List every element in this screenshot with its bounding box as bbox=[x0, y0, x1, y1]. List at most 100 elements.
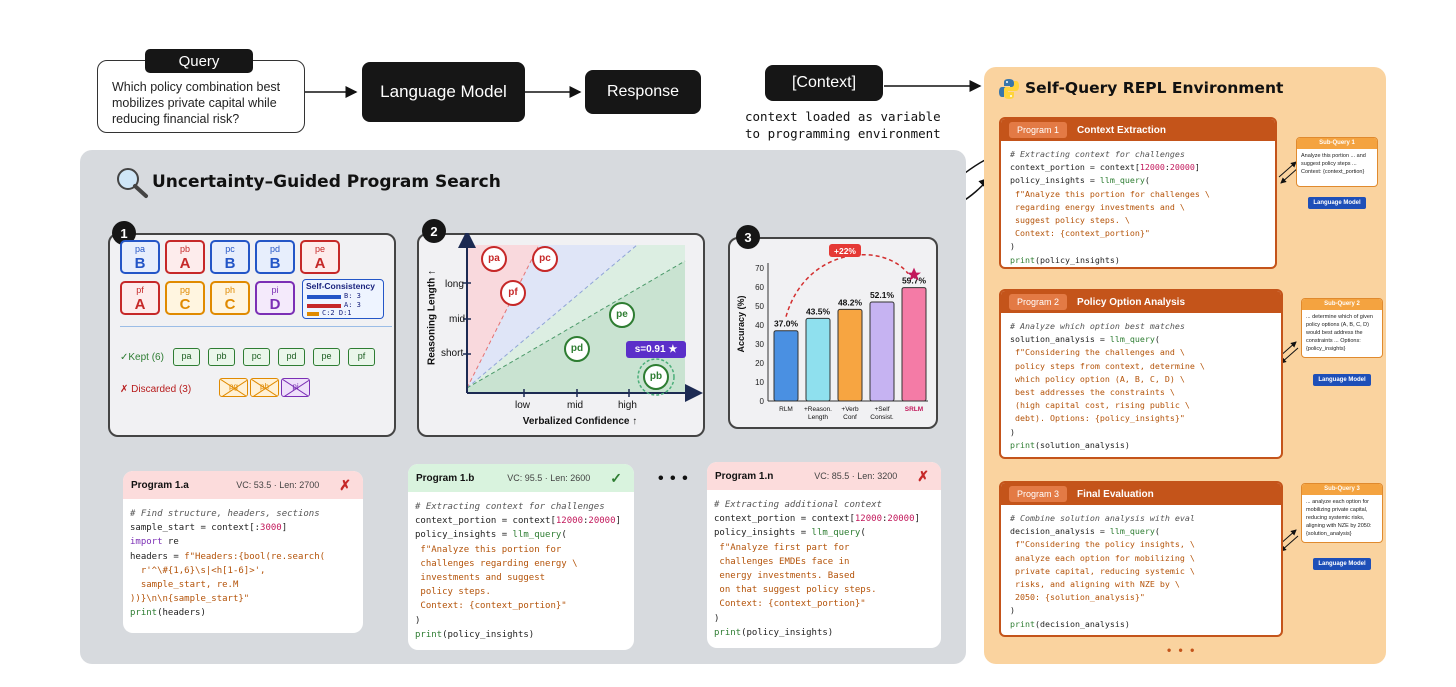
kept-label: ✓Kept (6) bbox=[120, 352, 164, 363]
consistency-bar bbox=[307, 312, 319, 316]
program-card-title: Program 1.a bbox=[131, 479, 189, 491]
repl-program-card: Program 2 Policy Option Analysis # Analyze… bbox=[999, 289, 1283, 459]
program-card: Program 1.n VC: 85.5 · Len: 3200 ✗ # Extrac… bbox=[707, 462, 941, 648]
tile-value: B bbox=[224, 255, 236, 272]
answer-tile: pi D bbox=[255, 281, 295, 315]
program-card: Program 1.b VC: 95.5 · Len: 2600 ✓ # Extrac… bbox=[408, 464, 634, 650]
chart-ylabel: Accuracy (%) bbox=[736, 295, 746, 353]
program-card-meta: VC: 95.5 · Len: 2600 bbox=[507, 473, 591, 483]
answer-tile: pc B bbox=[210, 240, 250, 274]
tile-name: pi bbox=[271, 285, 279, 295]
repl-program-tag: Program 3 bbox=[1009, 486, 1068, 502]
query-label: Query bbox=[145, 49, 253, 73]
chart-bar bbox=[869, 301, 895, 402]
consistency-bar bbox=[307, 303, 341, 308]
consistency-count: B: 3 bbox=[344, 292, 361, 300]
chart-bar bbox=[901, 287, 927, 402]
chart-category-label: +Verb bbox=[841, 406, 859, 413]
cross-out-icon bbox=[251, 379, 278, 396]
scatter-point: pd bbox=[564, 336, 590, 362]
subquery-title: Sub-Query 1 bbox=[1297, 138, 1377, 149]
tile-name: pd bbox=[269, 244, 280, 254]
program-card-title: Program 1.n bbox=[715, 470, 774, 482]
repl-program-title: Context Extraction bbox=[1077, 124, 1166, 136]
repl-program-code: # Combine solution analysis with eval de… bbox=[1010, 513, 1195, 629]
chart-y-tick: 0 bbox=[760, 397, 765, 406]
x-tick-label: high bbox=[618, 400, 637, 411]
star-icon bbox=[907, 267, 921, 281]
chart-y-tick: 20 bbox=[755, 359, 764, 368]
repl-program-title: Final Evaluation bbox=[1077, 488, 1154, 500]
tile-value: B bbox=[134, 255, 146, 272]
chart-value-label: 52.1% bbox=[870, 290, 895, 300]
discarded-chip: ph bbox=[250, 378, 279, 397]
answer-tile: pd B bbox=[255, 240, 295, 274]
context-box: [Context] bbox=[765, 65, 883, 101]
context-caption-2: to programming environment bbox=[745, 126, 941, 141]
chart-category-label: RLM bbox=[779, 406, 793, 413]
improvement-badge: +22% bbox=[834, 246, 856, 256]
answer-tile: pe A bbox=[300, 240, 340, 274]
program-code: # Extracting additional context context_… bbox=[714, 500, 920, 638]
discarded-chip-label: pi bbox=[292, 382, 299, 391]
program-card-meta: VC: 53.5 · Len: 2700 bbox=[236, 480, 320, 490]
tile-value: C bbox=[179, 296, 191, 313]
discarded-label: ✗ Discarded (3) bbox=[120, 384, 192, 395]
python-icon bbox=[999, 79, 1019, 99]
chart-category-label: Consist. bbox=[870, 414, 894, 421]
subquery-title: Sub-Query 3 bbox=[1302, 484, 1382, 495]
step1-divider bbox=[120, 326, 392, 327]
query-text: Which policy combination best mobilizes … bbox=[112, 80, 281, 126]
cross-icon: ✗ bbox=[339, 476, 351, 493]
check-icon: ✓ bbox=[610, 469, 622, 486]
chart-y-tick: 30 bbox=[755, 340, 764, 349]
cross-out-icon bbox=[220, 379, 247, 396]
answer-tile: pb A bbox=[165, 240, 205, 274]
tile-value: A bbox=[134, 296, 146, 313]
repl-program-header: Program 1 Context Extraction bbox=[1001, 119, 1275, 141]
scatter-point: pc bbox=[532, 246, 558, 272]
chart-y-tick: 10 bbox=[755, 378, 764, 387]
repl-program-tag: Program 1 bbox=[1009, 122, 1068, 138]
discarded-chip: pg bbox=[219, 378, 248, 397]
subquery-box: Sub-Query 2 ... determine which of given … bbox=[1301, 298, 1383, 358]
x-tick-label: low bbox=[515, 400, 531, 411]
repl-title: Self-Query REPL Environment bbox=[1025, 79, 1284, 97]
repl-program-card: Program 3 Final Evaluation # Combine solut… bbox=[999, 481, 1283, 637]
magnifier-icon bbox=[117, 168, 148, 198]
subquery-title: Sub-Query 2 bbox=[1302, 299, 1382, 310]
chart-value-label: 43.5% bbox=[806, 306, 831, 316]
chart-y-tick: 60 bbox=[755, 283, 764, 292]
chart-category-label: +Self bbox=[875, 406, 890, 413]
chart-value-label: 37.0% bbox=[774, 319, 799, 329]
repl-program-code: # Analyze which option best matches solu… bbox=[1010, 321, 1205, 450]
chart-bar bbox=[773, 330, 799, 402]
tile-name: pb bbox=[179, 244, 190, 254]
repl-program-code: # Extracting context for challenges cont… bbox=[1010, 149, 1210, 265]
chart-bar bbox=[805, 317, 831, 402]
language-model-button: Language Model bbox=[1313, 558, 1371, 570]
tile-name: pf bbox=[136, 285, 144, 295]
program-card: Program 1.a VC: 53.5 · Len: 2700 ✗ # Find s… bbox=[123, 471, 363, 633]
chart-category-label: Length bbox=[808, 414, 828, 421]
repl-program-header: Program 3 Final Evaluation bbox=[1001, 483, 1281, 505]
y-tick-label: mid bbox=[449, 314, 466, 325]
kept-chip: pa bbox=[173, 348, 200, 366]
chart-value-label: 48.2% bbox=[838, 297, 863, 307]
y-tick-label: short bbox=[441, 348, 464, 359]
language-model-button: Language Model bbox=[1308, 197, 1366, 209]
cross-out-icon bbox=[282, 379, 309, 396]
kept-chip: pb bbox=[208, 348, 235, 366]
chart-category-label: SRLM bbox=[905, 406, 923, 413]
subquery-text: Analyze this portion ... and suggest pol… bbox=[1301, 153, 1366, 175]
discarded-chip: pi bbox=[281, 378, 310, 397]
tile-value: B bbox=[269, 255, 281, 272]
repl-program-card: Program 1 Context Extraction # Extracting … bbox=[999, 117, 1277, 269]
chart-y-tick: 50 bbox=[755, 302, 764, 311]
tile-name: pc bbox=[225, 244, 235, 254]
consistency-count: C:2 D:1 bbox=[322, 309, 352, 317]
chart-bar bbox=[837, 308, 863, 402]
program-code: # Extracting context for challenges cont… bbox=[415, 502, 621, 640]
program-card-header: Program 1.n VC: 85.5 · Len: 3200 ✗ bbox=[707, 462, 941, 490]
